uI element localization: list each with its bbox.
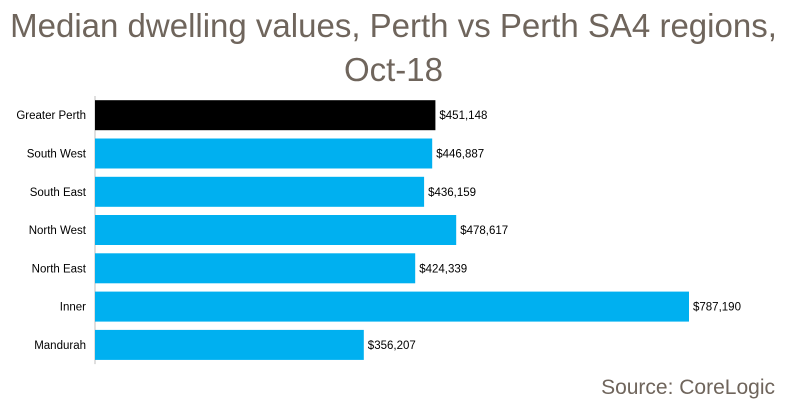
source-note: Source: CoreLogic [601,376,775,399]
bar-south-west [95,138,433,169]
data-label: $446,887 [436,148,484,160]
category-label: Mandurah [34,340,86,352]
bar-south-east [95,176,425,207]
bar-inner [95,291,689,322]
bar-north-west [95,215,457,245]
data-label: $787,190 [693,302,741,314]
chart-title-line-1: Median dwelling values, Perth vs Perth S… [10,7,777,44]
category-label: South East [30,187,87,199]
category-label: Greater Perth [16,110,86,122]
category-label: North West [29,225,87,237]
bar-greater-perth [95,100,436,131]
data-label: $478,617 [460,225,508,237]
category-label: North East [32,263,87,275]
data-label: $424,339 [419,263,467,275]
data-label: $356,207 [368,340,416,352]
data-label: $436,159 [428,187,476,199]
category-label: Inner [60,302,86,314]
chart-title: Median dwelling values, Perth vs Perth S… [0,4,787,92]
category-label: South West [27,148,87,160]
chart-title-line-2: Oct-18 [343,51,444,88]
bar-mandurah [95,329,364,360]
bar-north-east [95,253,416,284]
data-label: $451,148 [439,110,487,122]
